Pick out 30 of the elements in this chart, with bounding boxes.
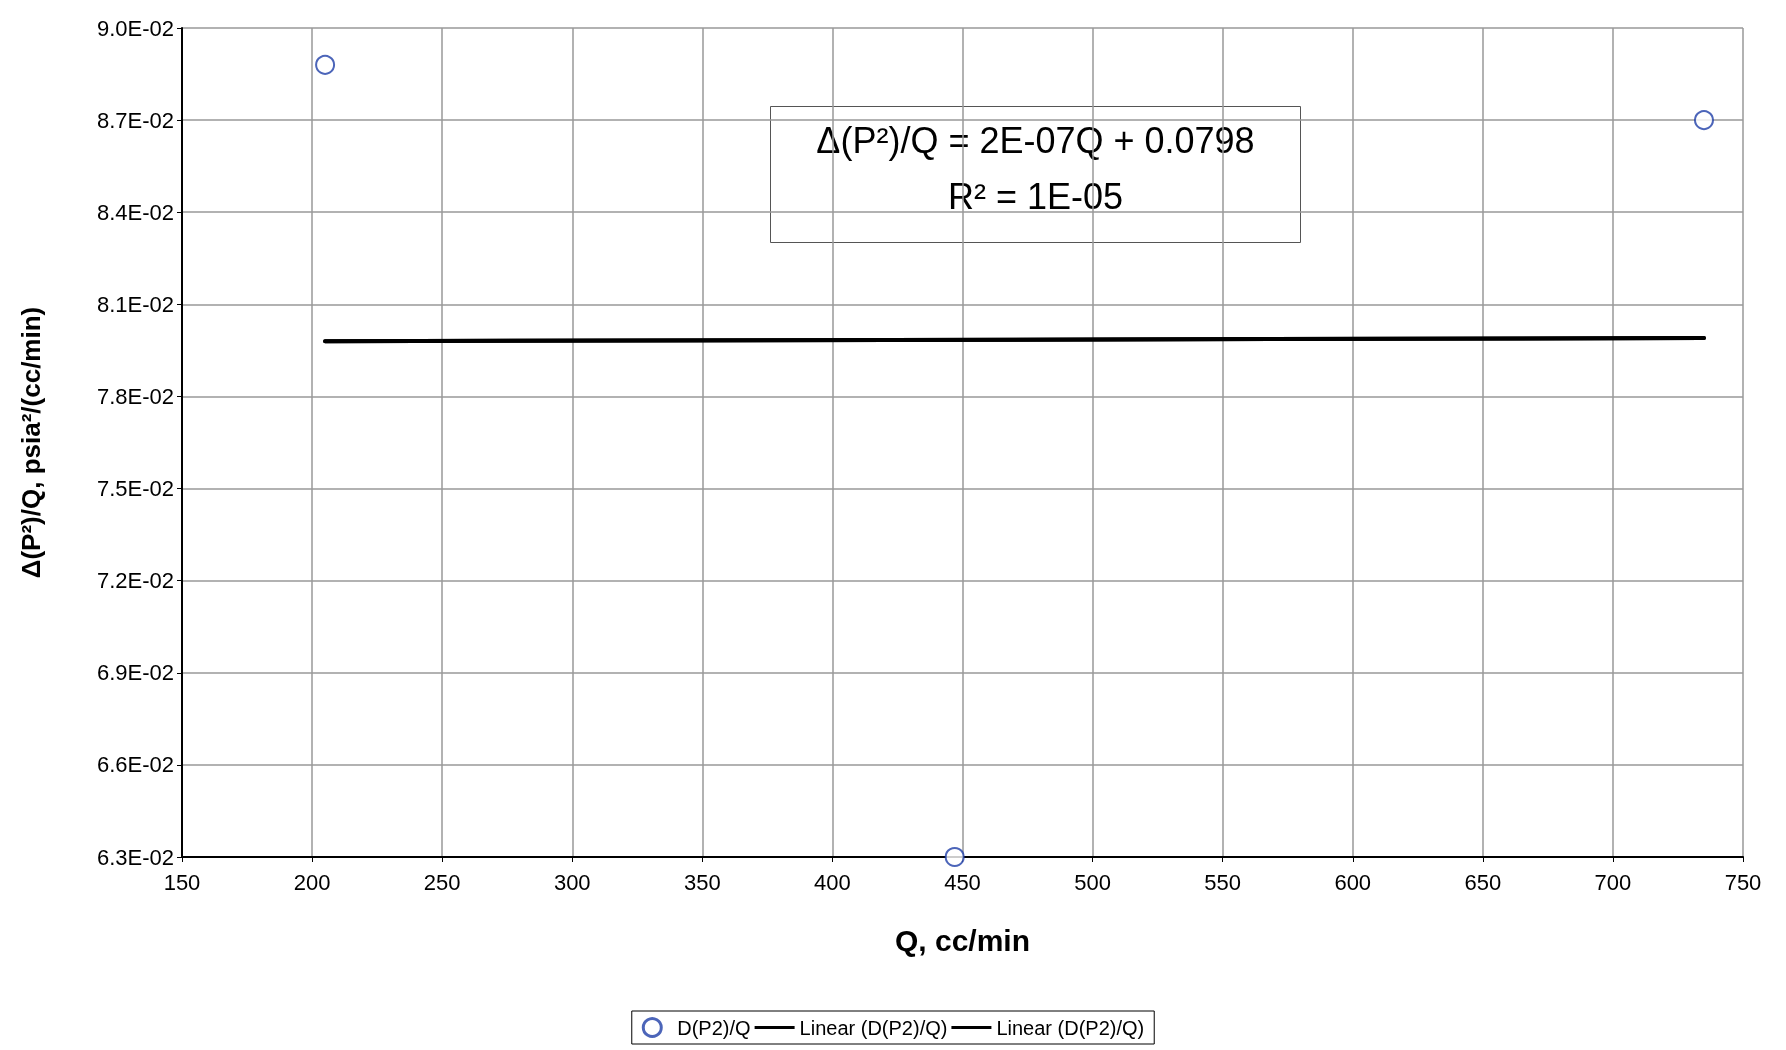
x-tick-label: 200	[293, 869, 331, 895]
y-tick-label: 7.2E-02	[96, 568, 174, 594]
x-tick-label: 550	[1204, 869, 1242, 895]
x-tick-label: 150	[163, 869, 201, 895]
x-tick-label: 750	[1724, 869, 1762, 895]
x-axis-title: Q, cc/min	[894, 923, 1031, 957]
x-tick-label: 600	[1334, 869, 1372, 895]
x-tick-label: 400	[814, 869, 851, 895]
x-tick-label: 500	[1074, 869, 1111, 895]
y-axis-title: Δ(P²)/Q, psia²/(cc/min)	[16, 306, 46, 579]
annotation: R² = 1E-05	[947, 176, 1124, 217]
y-tick-label: 7.8E-02	[96, 383, 174, 409]
x-tick-label: 700	[1594, 869, 1632, 895]
y-tick-label: 8.7E-02	[96, 107, 174, 133]
y-tick-label: 8.1E-02	[96, 291, 174, 317]
x-tick-label: 450	[944, 869, 981, 895]
annotation: Δ(P²)/Q = 2E-07Q + 0.0798	[816, 120, 1255, 161]
y-tick-label: 6.3E-02	[96, 844, 174, 870]
y-tick-label: 6.6E-02	[96, 752, 174, 778]
y-tick-label: 6.9E-02	[96, 660, 174, 686]
y-tick-label: 8.4E-02	[96, 199, 174, 225]
y-tick-label: 9.0E-02	[96, 15, 174, 41]
x-tick-label: 300	[553, 869, 591, 895]
y-tick-label: 7.5E-02	[96, 476, 174, 502]
legend-label: D(P2)/Q	[677, 1016, 751, 1039]
x-tick-label: 350	[683, 869, 721, 895]
x-tick-label: 650	[1464, 869, 1502, 895]
legend-label: Linear (D(P2)/Q)	[799, 1016, 948, 1039]
x-tick-label: 250	[423, 869, 461, 895]
legend-label: Linear (D(P2)/Q)	[996, 1016, 1145, 1039]
